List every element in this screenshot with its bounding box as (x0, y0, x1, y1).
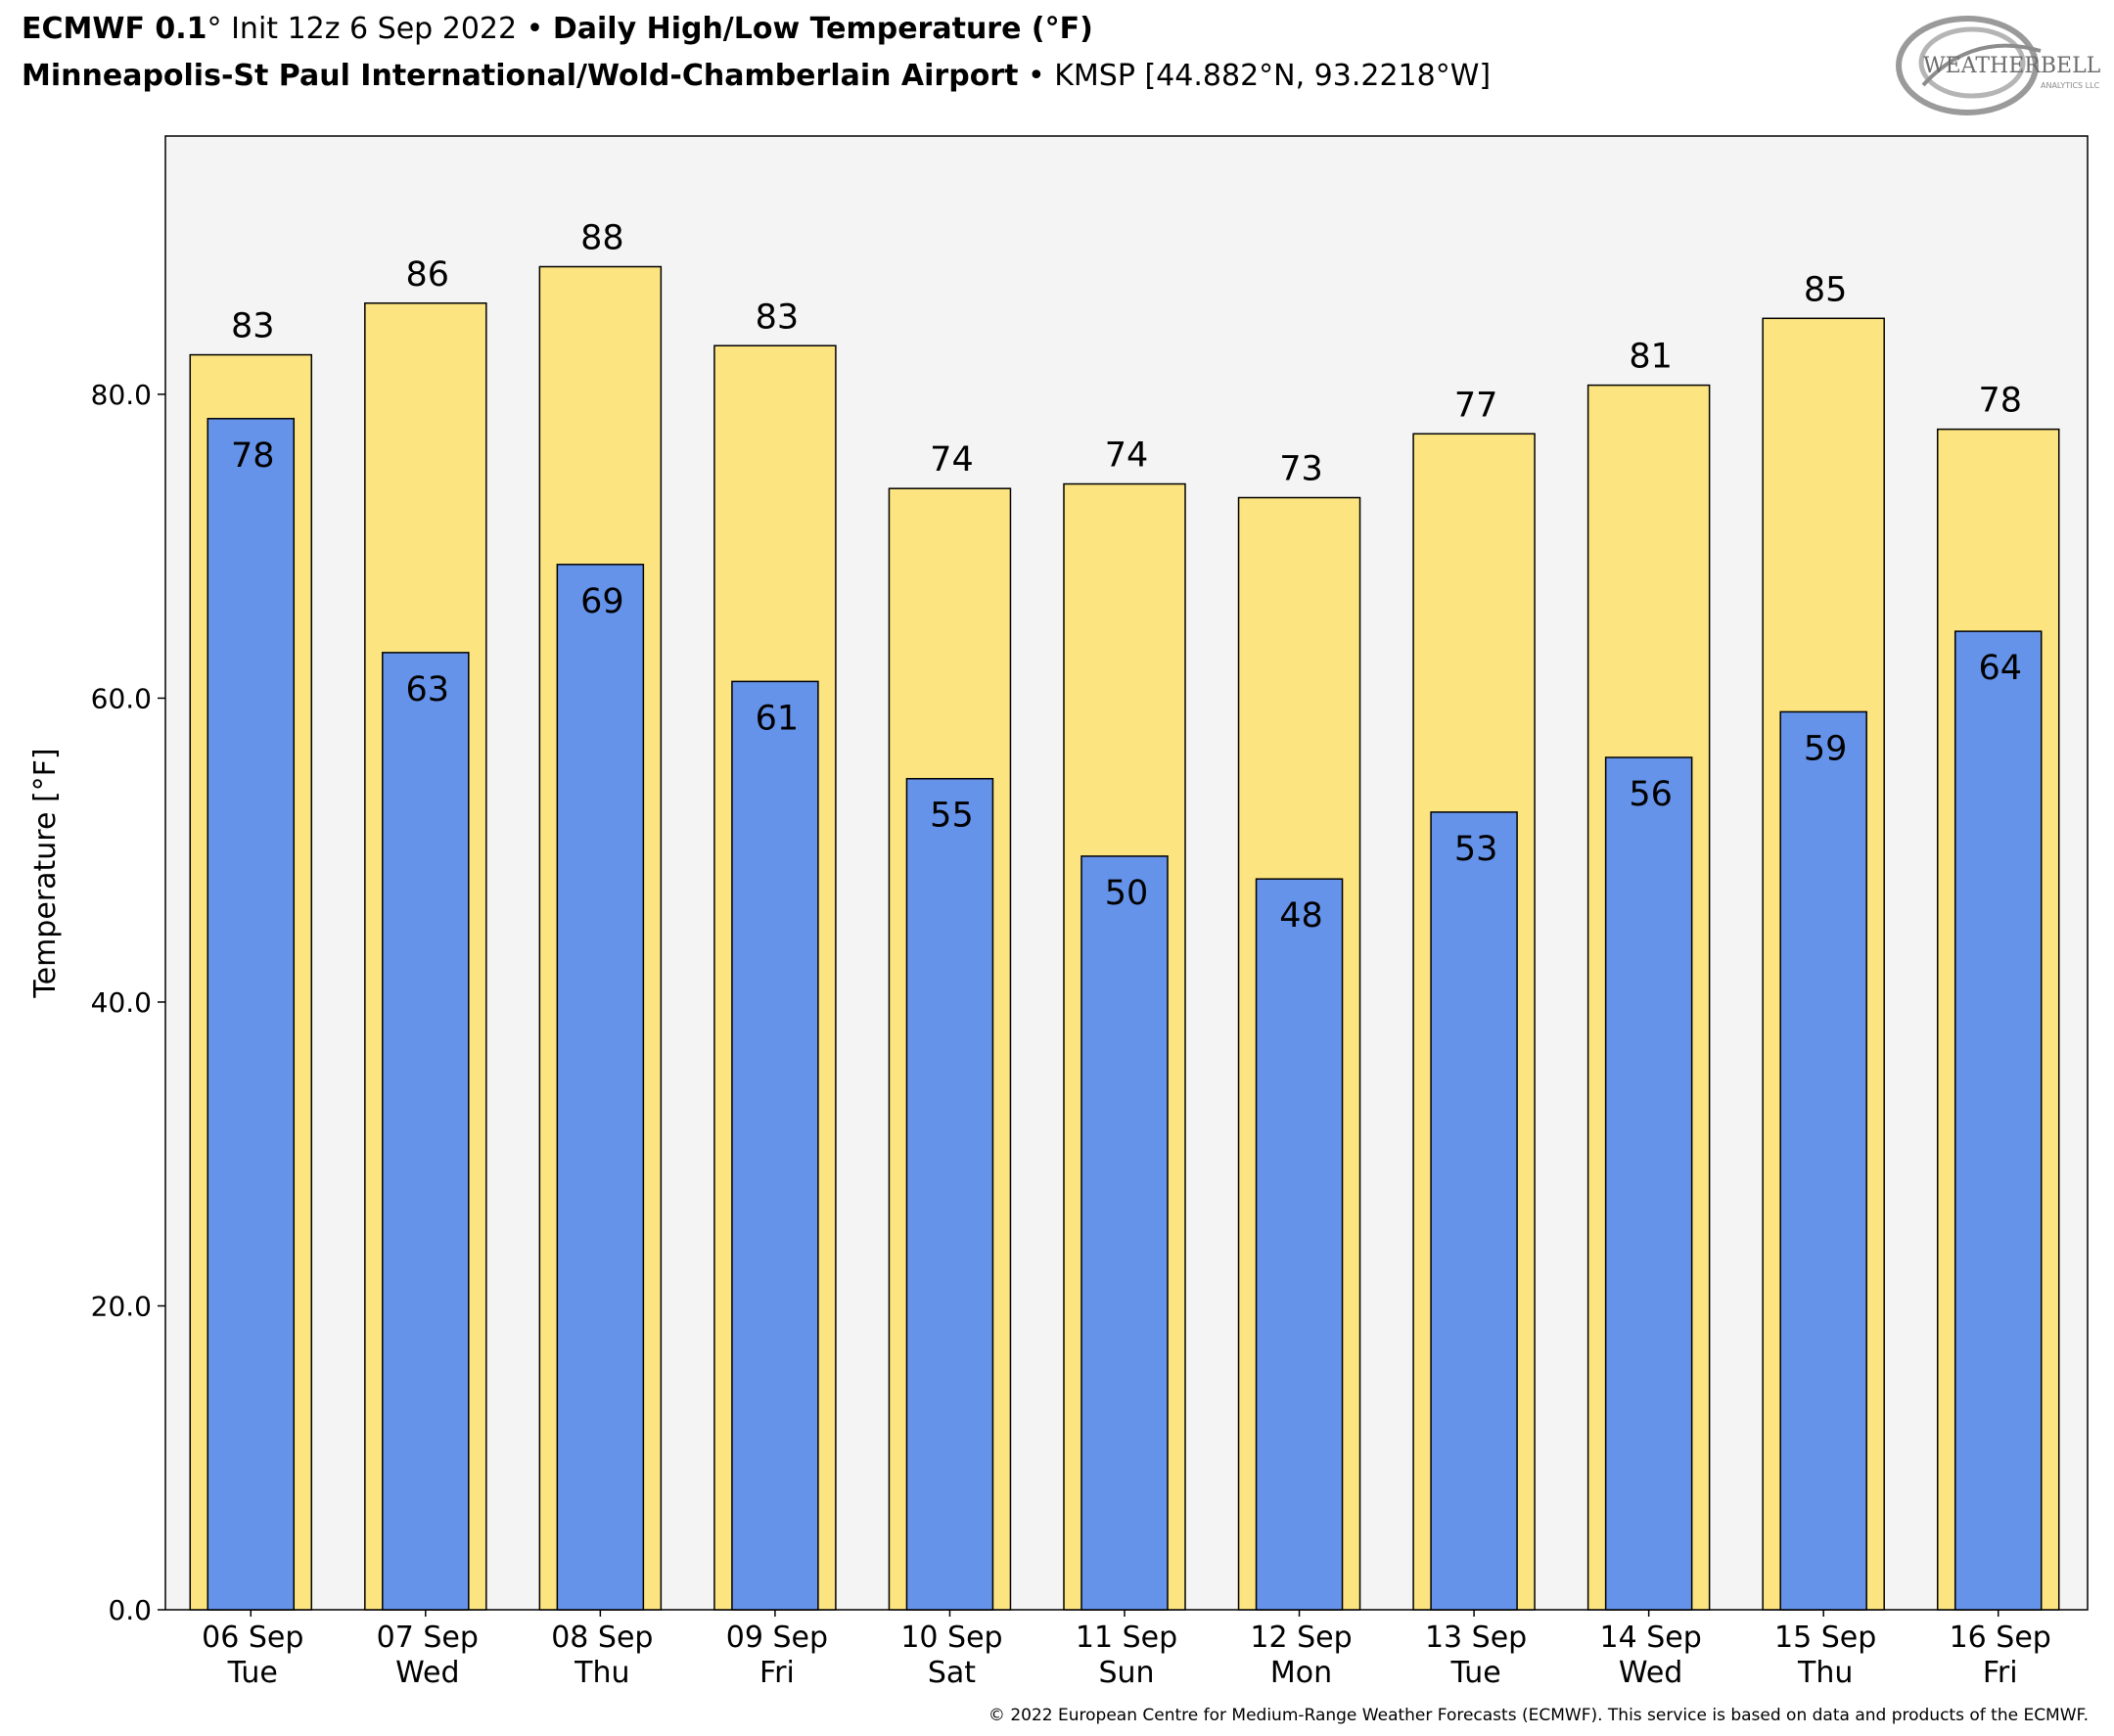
low-temp-bar (1255, 878, 1344, 1611)
low-temp-label: 55 (930, 797, 974, 836)
x-tick-label-day: Sun (1098, 1656, 1154, 1690)
station-meta: KMSP [44.882°N, 93.2218°W] (1054, 59, 1492, 93)
chart-subtitle: Minneapolis-St Paul International/Wold-C… (22, 59, 1491, 93)
high-temp-label: 86 (406, 255, 450, 295)
x-tick-label-day: Thu (574, 1656, 629, 1690)
init-time: Init 12z 6 Sep 2022 (221, 12, 527, 46)
low-temp-bar (905, 777, 994, 1611)
low-temp-bar (1604, 756, 1693, 1611)
weatherbell-logo: WEATHERBELL ANALYTICS LLC (1896, 16, 2101, 115)
y-tick-label: 80.0 (91, 379, 152, 411)
x-tick-label-date: 07 Sep (377, 1621, 479, 1655)
model-name: ECMWF 0.1 (22, 12, 207, 46)
x-tick-label-date: 08 Sep (551, 1621, 653, 1655)
y-axis-label: Temperature [°F] (28, 748, 63, 998)
low-temp-label: 59 (1804, 729, 1848, 768)
x-tick-label-date: 09 Sep (726, 1621, 828, 1655)
low-temp-bar (1779, 710, 1867, 1611)
low-temp-label: 53 (1454, 830, 1498, 869)
low-temp-bar (1430, 811, 1518, 1611)
y-tick-label: 20.0 (91, 1290, 152, 1322)
low-temp-bar (1953, 630, 2043, 1611)
x-tick-label-day: Sat (928, 1656, 976, 1690)
low-temp-label: 78 (231, 436, 275, 476)
low-temp-label: 48 (1279, 896, 1323, 936)
high-temp-label: 83 (756, 297, 800, 337)
degree-sign: ° (207, 12, 222, 46)
station-name: Minneapolis-St Paul International/Wold-C… (22, 59, 1019, 93)
y-tick-label: 40.0 (91, 986, 152, 1019)
low-temp-label: 61 (756, 699, 800, 738)
low-temp-bar (731, 680, 819, 1611)
x-tick-label-day: Fri (1983, 1656, 2018, 1690)
product-name: Daily High/Low Temperature (°F) (552, 12, 1093, 46)
subtitle-separator: • (1028, 59, 1045, 93)
x-tick-label-date: 14 Sep (1600, 1621, 1702, 1655)
high-temp-label: 77 (1454, 386, 1498, 425)
low-temp-label: 64 (1978, 649, 2022, 688)
logo-subtext: ANALYTICS LLC (2041, 81, 2100, 90)
logo-wordmark: WEATHERBELL (1923, 54, 2101, 78)
x-tick-label-date: 13 Sep (1425, 1621, 1527, 1655)
low-temp-label: 50 (1105, 874, 1149, 913)
x-tick-label-day: Tue (1449, 1656, 1500, 1690)
x-tick-label-date: 10 Sep (900, 1621, 1002, 1655)
y-tick-label: 0.0 (108, 1594, 152, 1626)
axis-ticks: 0.0 20.0 40.0 60.0 80.0 (91, 379, 165, 1626)
x-tick-label-day: Thu (1797, 1656, 1853, 1690)
low-temp-label: 56 (1629, 775, 1673, 814)
x-tick-label-day: Tue (227, 1656, 278, 1690)
x-tick-label-day: Wed (1619, 1656, 1682, 1690)
x-tick-label-date: 06 Sep (202, 1621, 303, 1655)
low-temp-bar (556, 564, 645, 1611)
chart-title: ECMWF 0.1° Init 12z 6 Sep 2022 • Daily H… (22, 12, 1093, 46)
high-temp-label: 85 (1804, 270, 1848, 309)
low-temp-label: 63 (406, 670, 450, 709)
title-separator: • (526, 12, 544, 46)
low-temp-bar (1080, 855, 1169, 1611)
low-temp-bar (382, 652, 470, 1611)
x-tick-label-day: Wed (395, 1656, 459, 1690)
low-temp-label: 69 (580, 582, 624, 621)
high-temp-label: 83 (231, 307, 275, 346)
x-tick-label-date: 12 Sep (1250, 1621, 1352, 1655)
y-tick-label: 60.0 (91, 682, 152, 714)
high-temp-label: 74 (930, 440, 974, 480)
high-temp-label: 73 (1279, 450, 1323, 489)
x-tick-label-day: Mon (1270, 1656, 1332, 1690)
high-temp-label: 88 (580, 219, 624, 258)
x-tick-label-date: 16 Sep (1950, 1621, 2051, 1655)
high-temp-label: 78 (1978, 382, 2022, 421)
copyright-footer: © 2022 European Centre for Medium-Range … (988, 1706, 2089, 1725)
high-temp-label: 74 (1105, 436, 1149, 476)
x-tick-label-date: 15 Sep (1774, 1621, 1876, 1655)
x-tick-label-day: Fri (759, 1656, 795, 1690)
x-tick-label-date: 11 Sep (1076, 1621, 1177, 1655)
low-temp-bar (207, 418, 296, 1611)
high-temp-label: 81 (1629, 338, 1673, 377)
